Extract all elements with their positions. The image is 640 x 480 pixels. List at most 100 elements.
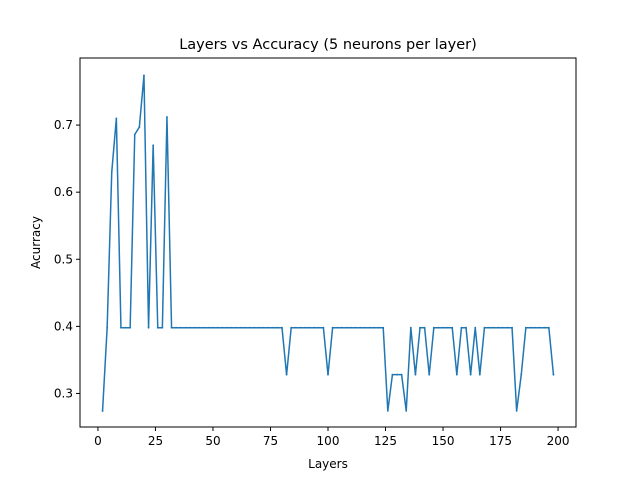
data-point: [170, 326, 173, 329]
data-point: [184, 326, 187, 329]
data-point: [175, 326, 178, 329]
data-point: [244, 326, 247, 329]
data-point: [308, 326, 311, 329]
data-point: [359, 326, 362, 329]
data-point: [515, 410, 518, 412]
data-point: [235, 326, 237, 329]
data-point: [152, 144, 155, 147]
x-axis: 0 25 50 75 100 125 150 175 200: [94, 427, 570, 448]
x-axis-label: Layers: [308, 457, 348, 471]
x-tick-label: 150: [432, 434, 455, 448]
x-tick-label: 75: [263, 434, 278, 448]
data-point: [543, 326, 546, 329]
data-point: [428, 373, 431, 376]
y-axis: 0.3 0.4 0.5 0.6 0.7: [54, 118, 80, 400]
data-point: [400, 373, 403, 376]
data-point: [299, 326, 302, 329]
data-point: [419, 326, 421, 329]
data-point: [373, 326, 375, 329]
y-tick-label: 0.3: [54, 386, 73, 400]
data-point: [432, 326, 435, 329]
data-point: [179, 326, 182, 329]
y-tick-label: 0.4: [54, 319, 73, 333]
data-point: [423, 326, 426, 329]
data-point: [377, 326, 380, 329]
x-tick-label: 200: [547, 434, 570, 448]
data-point: [258, 326, 260, 329]
data-point: [386, 410, 389, 412]
y-tick-label: 0.7: [54, 118, 73, 132]
data-point: [451, 326, 454, 329]
plot-area: [101, 74, 555, 412]
data-point: [442, 326, 444, 329]
y-axis-label: Acurracy: [29, 216, 43, 269]
y-tick-label: 0.5: [54, 252, 73, 266]
data-point: [524, 326, 527, 329]
data-point: [465, 326, 467, 329]
data-point: [198, 326, 201, 329]
x-tick-label: 125: [374, 434, 397, 448]
x-tick-label: 100: [317, 434, 340, 448]
data-point: [106, 326, 109, 329]
data-point: [391, 373, 394, 376]
data-point: [221, 326, 224, 329]
data-point: [313, 326, 316, 329]
data-point: [138, 126, 141, 128]
data-point: [207, 326, 210, 329]
y-tick-label: 0.6: [54, 185, 73, 199]
data-point: [262, 326, 265, 329]
data-point: [147, 326, 150, 329]
data-point: [230, 326, 233, 329]
data-point: [166, 116, 168, 118]
data-point: [497, 326, 500, 329]
x-tick-label: 25: [148, 434, 163, 448]
data-point: [133, 133, 136, 136]
data-point: [409, 326, 412, 329]
chart-title: Layers vs Accuracy (5 neurons per layer): [179, 37, 477, 53]
data-point: [294, 326, 297, 329]
data-point: [446, 326, 449, 329]
data-point: [368, 326, 371, 329]
data-point: [488, 326, 490, 329]
data-point: [538, 326, 541, 329]
data-point: [520, 373, 523, 376]
data-point: [382, 326, 385, 329]
data-point: [202, 326, 205, 329]
data-point: [437, 326, 440, 329]
data-point: [253, 326, 256, 329]
data-point: [101, 410, 104, 412]
data-point: [304, 326, 306, 329]
data-point: [322, 326, 325, 329]
data-point: [212, 326, 214, 329]
data-point: [267, 326, 270, 329]
series-points: [101, 74, 555, 412]
data-point: [483, 326, 486, 329]
data-point: [345, 326, 348, 329]
data-point: [455, 373, 458, 376]
data-point: [239, 326, 242, 329]
data-point: [506, 326, 509, 329]
data-point: [317, 326, 320, 329]
data-point: [161, 326, 164, 329]
data-point: [115, 117, 118, 120]
x-tick-label: 175: [489, 434, 512, 448]
data-point: [340, 326, 343, 329]
data-point: [281, 326, 283, 329]
data-point: [331, 326, 334, 329]
data-point: [460, 326, 463, 329]
data-point: [276, 326, 279, 329]
x-tick-label: 50: [205, 434, 220, 448]
data-point: [492, 326, 495, 329]
data-point: [552, 373, 555, 376]
x-tick-label: 0: [94, 434, 102, 448]
data-point: [405, 410, 408, 412]
data-point: [414, 373, 417, 376]
data-point: [396, 373, 398, 376]
data-point: [124, 326, 127, 329]
data-point: [193, 326, 196, 329]
data-point: [285, 373, 288, 376]
data-point: [156, 326, 159, 329]
data-point: [547, 326, 550, 329]
data-point: [354, 326, 357, 329]
